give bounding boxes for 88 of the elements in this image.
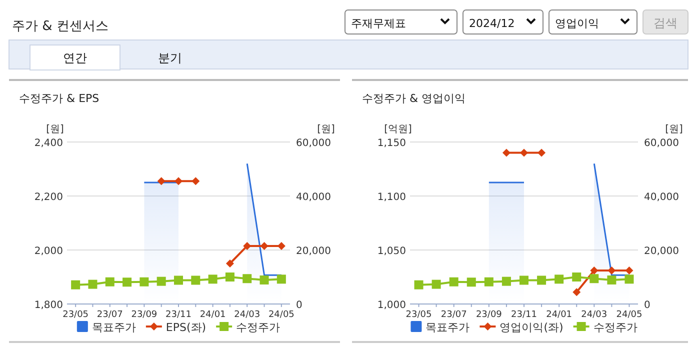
point: [520, 276, 528, 285]
x-tick-label: 24/01: [546, 310, 572, 320]
y-tick-label: 1,800: [34, 300, 63, 311]
point: [484, 277, 494, 286]
y-axis-title: [원]: [46, 124, 64, 135]
point: [243, 242, 252, 250]
legend-label: 목표주가: [92, 321, 136, 334]
point: [449, 277, 458, 286]
point: [192, 177, 200, 186]
y2-tick-label: 40,000: [296, 192, 331, 203]
text: 연간: [63, 51, 87, 65]
y2-tick-label: 0: [644, 300, 650, 311]
x-tick-label: 24/03: [234, 310, 260, 320]
legend-label: 수정주가: [593, 321, 638, 334]
point: [225, 272, 234, 282]
chart-title: 수정주가 & 영업이익: [362, 92, 466, 105]
x-tick-label: 24/03: [581, 310, 608, 320]
point: [157, 177, 166, 186]
point: [174, 276, 183, 285]
point: [414, 280, 424, 290]
point: [624, 274, 634, 284]
point: [466, 278, 476, 287]
point: [71, 280, 80, 290]
y2-axis-title: [원]: [665, 124, 683, 135]
y2-tick-label: 40,000: [644, 192, 679, 203]
x-tick-label: 24/05: [616, 310, 642, 320]
y-tick-label: 2,400: [34, 138, 63, 149]
point: [538, 148, 546, 157]
point: [122, 278, 132, 287]
y2-tick-label: 0: [296, 300, 302, 311]
y-tick-label: 1,100: [377, 192, 406, 203]
y2-tick-label: 20,000: [644, 246, 679, 257]
y-tick-label: 1,150: [377, 138, 406, 149]
text: 주재무제표: [351, 17, 406, 30]
point: [625, 266, 634, 275]
text: 주가 & 컨센서스: [12, 19, 108, 34]
point: [242, 274, 252, 284]
point: [140, 277, 149, 286]
x-tick-label: 23/05: [406, 310, 432, 320]
y2-tick-label: 20,000: [296, 246, 331, 257]
y-tick-label: 1,050: [377, 246, 406, 257]
point: [105, 277, 114, 286]
x-tick-label: 23/09: [476, 310, 502, 320]
point: [260, 275, 269, 284]
text: 검색: [654, 16, 678, 30]
y2-tick-label: 60,000: [644, 138, 679, 149]
point: [572, 288, 581, 296]
x-tick-label: 23/11: [166, 310, 192, 320]
x-tick-label: 23/09: [131, 310, 158, 320]
point: [608, 266, 616, 275]
point: [502, 148, 510, 157]
x-tick-label: 24/05: [268, 310, 294, 320]
point: [554, 274, 564, 284]
point: [276, 274, 286, 284]
text: 영업이익: [555, 17, 599, 30]
point: [191, 276, 200, 285]
chart-title: 수정주가 & EPS: [19, 92, 100, 105]
legend-label: 수정주가: [236, 321, 280, 334]
x-tick-label: 23/07: [96, 310, 123, 320]
x-tick-label: 23/11: [511, 310, 537, 320]
point: [502, 276, 511, 286]
legend-label: EPS(좌): [166, 321, 206, 334]
legend-label: 목표주가: [426, 321, 470, 334]
point: [226, 260, 234, 268]
x-tick-label: 23/05: [62, 310, 89, 320]
x-tick-label: 23/07: [440, 310, 467, 320]
point: [590, 266, 598, 275]
y2-tick-label: 60,000: [296, 138, 331, 149]
point: [208, 274, 218, 284]
y-tick-label: 2,000: [34, 246, 63, 257]
point: [572, 272, 582, 282]
x-tick-label: 24/01: [200, 310, 226, 320]
point: [537, 276, 546, 285]
point: [174, 177, 182, 186]
text: 2024/12: [469, 17, 515, 30]
text: 분기: [158, 51, 182, 65]
point: [88, 280, 98, 289]
point: [260, 242, 268, 250]
point: [590, 274, 599, 284]
y-tick-label: 2,200: [34, 192, 63, 203]
point: [156, 276, 166, 286]
point: [432, 280, 441, 289]
legend-label: 영업이익(좌): [500, 321, 564, 334]
point: [520, 148, 528, 157]
y2-axis-title: [원]: [317, 124, 335, 135]
y-axis-title: [억원]: [384, 124, 412, 135]
point: [607, 275, 616, 284]
y-tick-label: 1,000: [377, 300, 406, 311]
